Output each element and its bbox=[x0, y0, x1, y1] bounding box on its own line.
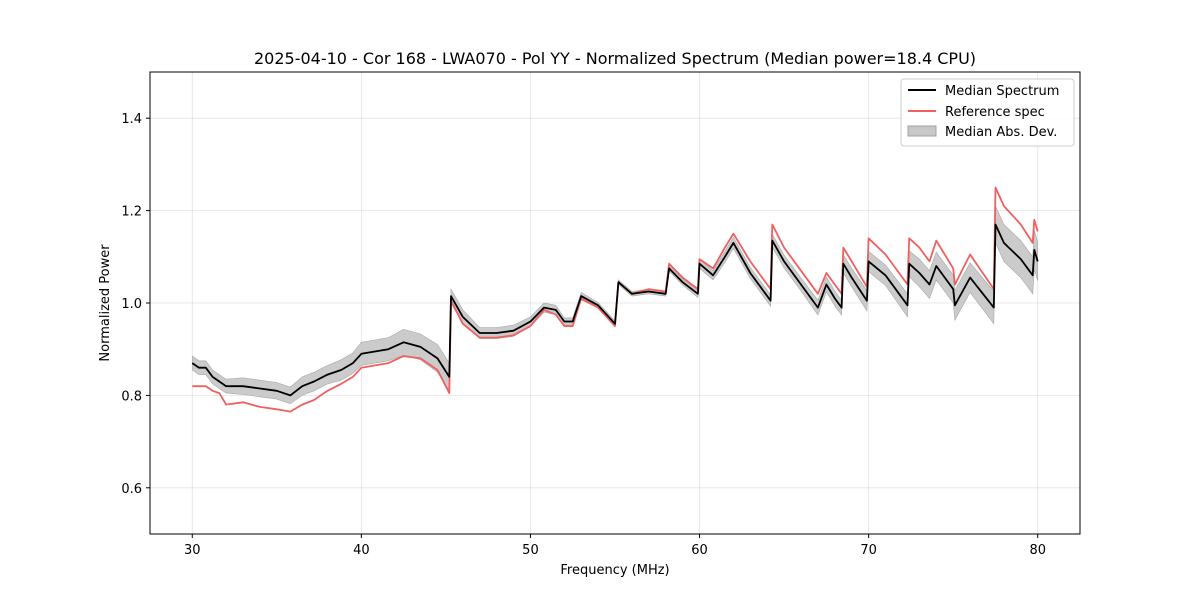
legend-box bbox=[900, 78, 1075, 147]
x-tick-label: 40 bbox=[353, 543, 370, 558]
chart-title: 2025-04-10 - Cor 168 - LWA070 - Pol YY -… bbox=[254, 49, 976, 68]
reference-spectrum-line bbox=[192, 186, 1039, 413]
legend-mad-swatch bbox=[907, 125, 937, 137]
x-tick-label: 60 bbox=[691, 543, 708, 558]
x-axis-label: Frequency (MHz) bbox=[560, 563, 669, 578]
y-axis-ticks: 0.6 0.8 1.0 1.2 1.4 bbox=[121, 112, 150, 497]
mad-band bbox=[192, 205, 1038, 405]
x-tick-label: 80 bbox=[1029, 543, 1046, 558]
legend-mad-label: Median Abs. Dev. bbox=[945, 125, 1057, 140]
y-tick-label: 1.0 bbox=[121, 297, 142, 312]
median-spectrum-line bbox=[191, 223, 1039, 397]
legend-reference-label: Reference spec bbox=[945, 105, 1045, 120]
x-tick-label: 70 bbox=[860, 543, 877, 558]
x-axis-ticks: 30 40 50 60 70 80 bbox=[184, 534, 1046, 558]
y-tick-label: 0.8 bbox=[121, 389, 142, 404]
y-tick-label: 1.2 bbox=[121, 205, 142, 220]
y-tick-label: 1.4 bbox=[121, 112, 142, 127]
mad-band-layer bbox=[192, 205, 1038, 405]
legend-median-label: Median Spectrum bbox=[945, 84, 1059, 99]
y-tick-label: 0.6 bbox=[121, 482, 142, 497]
series-layer bbox=[191, 186, 1039, 413]
y-axis-label: Normalized Power bbox=[98, 244, 113, 362]
x-tick-label: 50 bbox=[522, 543, 539, 558]
legend: Median Spectrum Reference spec Median Ab… bbox=[900, 78, 1075, 147]
x-tick-label: 30 bbox=[184, 543, 201, 558]
